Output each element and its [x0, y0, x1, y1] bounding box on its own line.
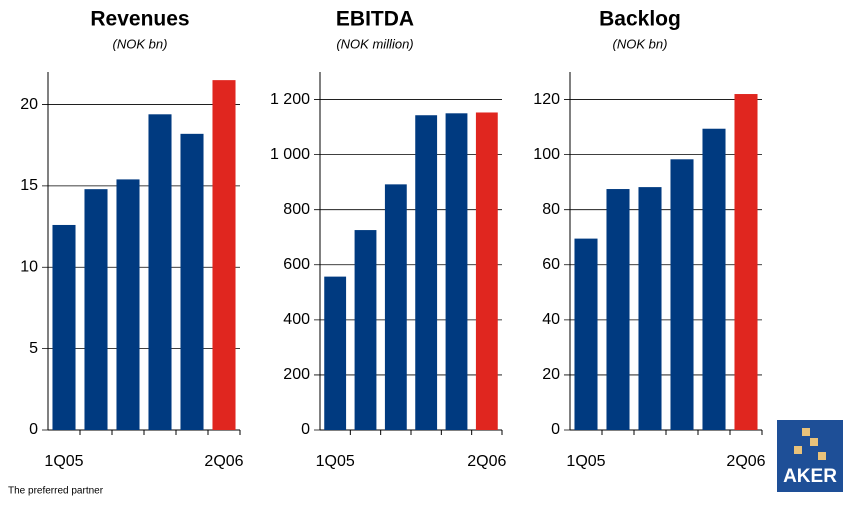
- bar: [702, 128, 726, 430]
- bar: [415, 115, 438, 430]
- x-tick-label: 2Q06: [726, 453, 765, 470]
- y-tick-label: 40: [542, 311, 560, 328]
- y-tick-label: 200: [283, 366, 310, 383]
- chart-title: Backlog: [599, 8, 681, 31]
- chart-subtitle: (NOK million): [336, 36, 413, 51]
- y-tick-label: 100: [533, 146, 560, 163]
- x-tick-label: 1Q05: [44, 453, 83, 470]
- x-tick-label: 2Q06: [467, 453, 506, 470]
- y-tick-label: 1 000: [270, 146, 310, 163]
- logo-block: [794, 446, 802, 454]
- bar: [324, 276, 347, 430]
- bar: [354, 230, 377, 430]
- bar: [574, 238, 598, 430]
- chart-subtitle: (NOK bn): [113, 36, 168, 51]
- logo-block: [802, 428, 810, 436]
- y-tick-label: 10: [20, 258, 38, 275]
- y-tick-label: 0: [29, 421, 38, 438]
- chart-subtitle: (NOK bn): [613, 36, 668, 51]
- bar: [84, 189, 108, 430]
- y-tick-label: 0: [301, 421, 310, 438]
- y-tick-label: 400: [283, 311, 310, 328]
- y-tick-label: 800: [283, 201, 310, 218]
- logo-block: [810, 438, 818, 446]
- bar: [734, 94, 758, 431]
- footer: The preferred partner: [8, 486, 104, 497]
- bar: [148, 114, 172, 431]
- bar: [52, 224, 76, 430]
- bar: [384, 184, 407, 430]
- chart-title: Revenues: [90, 8, 189, 31]
- y-tick-label: 20: [542, 366, 560, 383]
- y-tick-label: 5: [29, 340, 38, 357]
- x-tick-label: 1Q05: [566, 453, 605, 470]
- logo-block: [818, 452, 826, 460]
- chart-title: EBITDA: [336, 8, 414, 31]
- y-tick-label: 120: [533, 91, 560, 108]
- logo-text: AKER: [783, 466, 837, 487]
- bar: [180, 133, 204, 430]
- bar: [445, 113, 468, 431]
- logo: AKER: [777, 420, 843, 492]
- y-tick-label: 600: [283, 256, 310, 273]
- bar: [670, 159, 694, 430]
- y-tick-label: 60: [542, 256, 560, 273]
- bar: [475, 112, 498, 430]
- y-tick-label: 1 200: [270, 91, 310, 108]
- bar: [638, 187, 662, 430]
- y-tick-label: 0: [551, 421, 560, 438]
- y-tick-label: 15: [20, 177, 38, 194]
- bar: [116, 179, 140, 430]
- bar: [212, 80, 236, 431]
- bar: [606, 189, 630, 430]
- x-tick-label: 2Q06: [204, 453, 243, 470]
- x-tick-label: 1Q05: [316, 453, 355, 470]
- y-tick-label: 20: [20, 96, 38, 113]
- y-tick-label: 80: [542, 201, 560, 218]
